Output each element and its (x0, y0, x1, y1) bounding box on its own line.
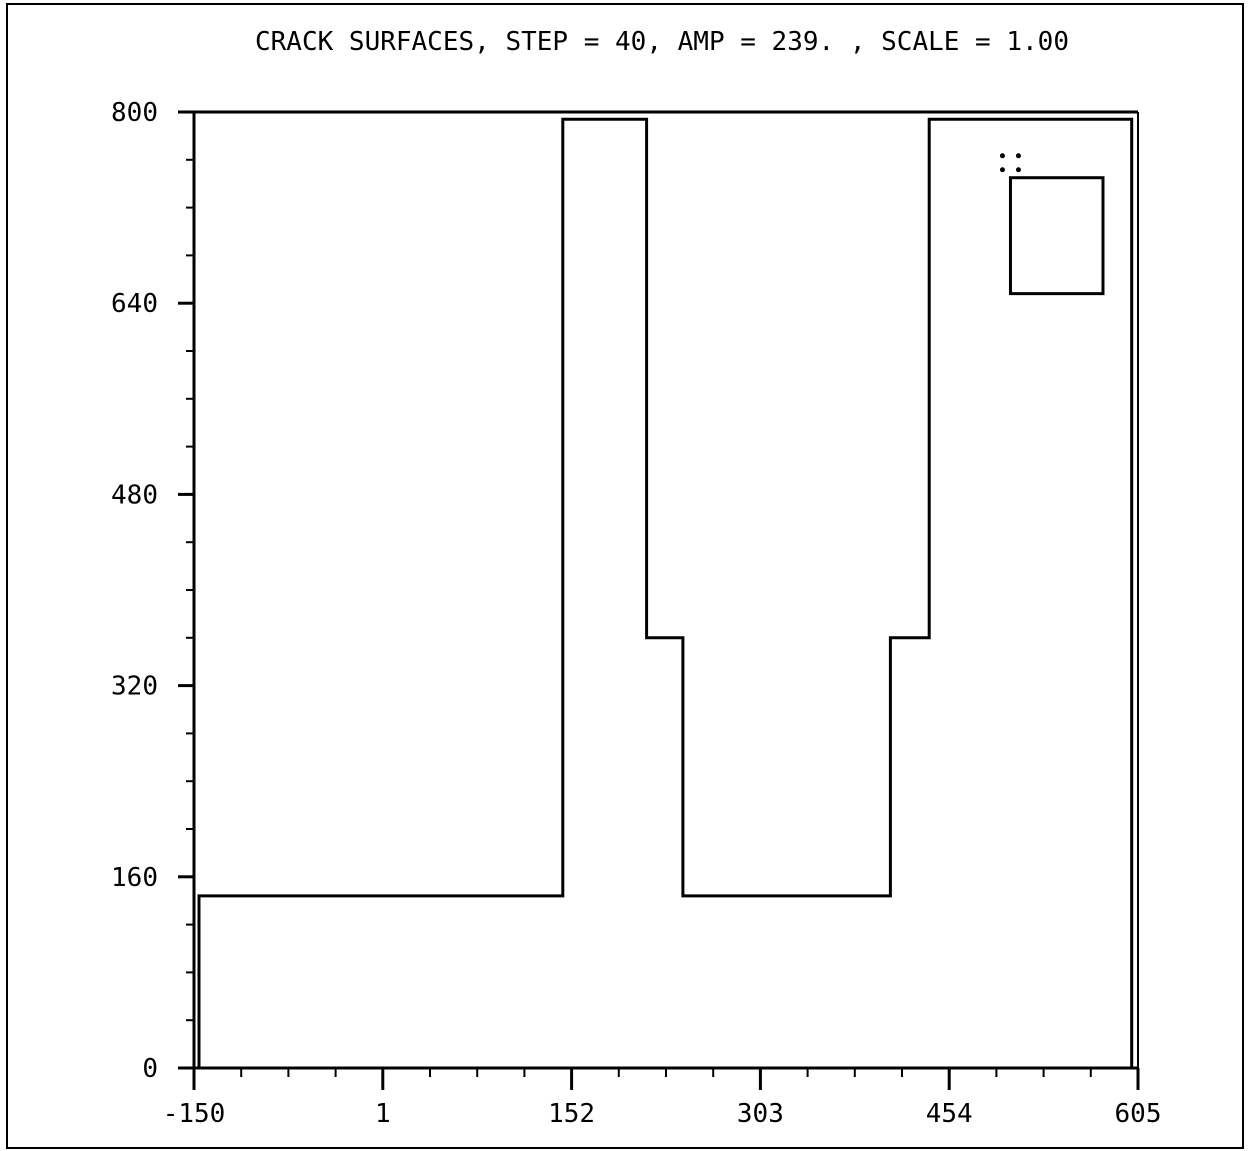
y-tick-label: 480 (111, 480, 158, 510)
legend-marker-dot (1015, 167, 1021, 173)
legend-marker-dot (999, 167, 1005, 173)
legend-marker-dot (1015, 153, 1021, 159)
y-tick-label: 800 (111, 98, 158, 128)
y-tick-label: 320 (111, 672, 158, 702)
x-tick-label: 605 (1115, 1099, 1162, 1129)
y-tick-label: 640 (111, 289, 158, 319)
x-tick-label: 454 (926, 1099, 973, 1129)
legend-marker-dot (999, 153, 1005, 159)
y-tick-label: 160 (111, 863, 158, 893)
x-tick-label: 303 (737, 1099, 784, 1129)
x-tick-label: -150 (163, 1099, 226, 1129)
crack-surface-line (197, 117, 1134, 1068)
legend (999, 153, 1105, 296)
figure-frame (6, 3, 1244, 1149)
y-axis-ticks: 0 160 320 480 640 800 (111, 98, 194, 1084)
chart-title: CRACK SURFACES, STEP = 40, AMP = 239. , … (255, 27, 1069, 57)
x-axis-ticks: -150 1 152 303 454 605 (163, 1068, 1162, 1129)
x-tick-label: 1 (375, 1099, 391, 1129)
x-tick-label: 152 (548, 1099, 595, 1129)
y-tick-label: 0 (142, 1054, 158, 1084)
series-layer (197, 117, 1134, 1068)
axes (192, 110, 1139, 1070)
legend-box (1008, 176, 1105, 296)
